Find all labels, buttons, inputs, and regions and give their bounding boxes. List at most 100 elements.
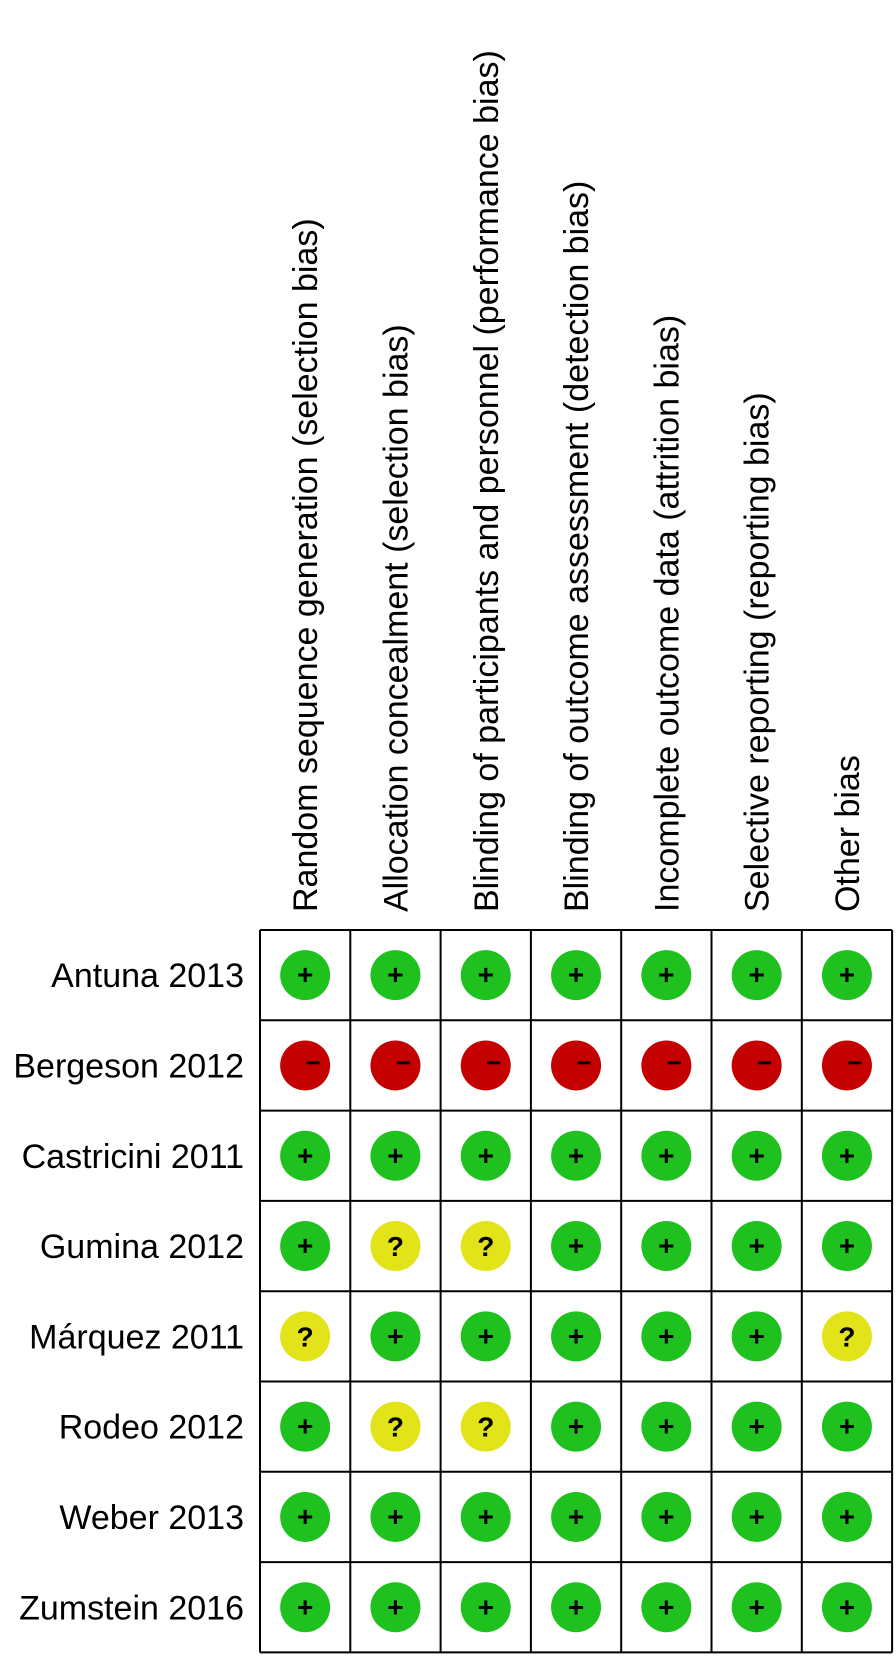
plus-symbol: +: [658, 1140, 674, 1171]
low-risk-circle: [731, 1491, 782, 1542]
plus-symbol: +: [658, 1411, 674, 1442]
plus-symbol: +: [839, 1501, 855, 1532]
plus-symbol: +: [748, 1140, 764, 1171]
low-risk-circle: [821, 1582, 872, 1633]
low-risk-circle: [821, 1491, 872, 1542]
column-labels: Random sequence generation (selection bi…: [287, 50, 867, 912]
low-risk-circle: [821, 1130, 872, 1181]
low-risk-circle: [731, 1221, 782, 1272]
judgement-low: +: [821, 1130, 872, 1181]
plus-symbol: +: [839, 1230, 855, 1261]
column-label: Blinding of outcome assessment (detectio…: [558, 181, 596, 912]
column-label: Incomplete outcome data (attrition bias): [648, 315, 686, 912]
low-risk-circle: [641, 1401, 692, 1452]
plus-symbol: +: [387, 1320, 403, 1351]
minus-symbol: −: [847, 1047, 862, 1077]
plus-symbol: +: [297, 959, 313, 990]
question-symbol: ?: [387, 1231, 404, 1262]
plus-symbol: +: [387, 1140, 403, 1171]
judgement-low: +: [641, 1582, 692, 1633]
column-label: Selective reporting (reporting bias): [739, 392, 777, 912]
plus-symbol: +: [568, 1230, 584, 1261]
judgement-low: +: [641, 1311, 692, 1362]
judgement-high: −: [641, 1040, 692, 1091]
low-risk-circle: [821, 1401, 872, 1452]
judgement-low: +: [731, 950, 782, 1001]
unclear-risk-circle: [370, 1401, 421, 1452]
judgement-low: +: [551, 1582, 602, 1633]
minus-symbol: −: [667, 1047, 682, 1077]
judgement-cells: + + + + + + + − − − − − − − + + + + + + + +?? + + + +? + + + + + ? +?? + +…: [280, 950, 872, 1633]
judgement-low: +: [731, 1311, 782, 1362]
plus-symbol: +: [748, 1320, 764, 1351]
low-risk-circle: [370, 1582, 421, 1633]
low-risk-circle: [280, 1582, 331, 1633]
judgement-low: +: [460, 950, 511, 1001]
judgement-unclear: ?: [460, 1221, 511, 1272]
judgement-high: −: [551, 1040, 602, 1091]
unclear-risk-circle: [280, 1311, 331, 1362]
unclear-risk-circle: [460, 1221, 511, 1272]
plus-symbol: +: [568, 1320, 584, 1351]
judgement-high: −: [370, 1040, 421, 1091]
study-label: Castricini 2011: [22, 1138, 244, 1176]
plus-symbol: +: [658, 1501, 674, 1532]
low-risk-circle: [641, 1491, 692, 1542]
low-risk-circle: [280, 950, 331, 1001]
low-risk-circle: [460, 1311, 511, 1362]
plus-symbol: +: [297, 1140, 313, 1171]
study-label: Antuna 2013: [51, 957, 244, 995]
minus-symbol: −: [486, 1047, 501, 1077]
low-risk-circle: [821, 950, 872, 1001]
low-risk-circle: [460, 1491, 511, 1542]
judgement-high: −: [731, 1040, 782, 1091]
study-label: Márquez 2011: [29, 1318, 244, 1356]
low-risk-circle: [551, 1401, 602, 1452]
study-label: Rodeo 2012: [59, 1409, 244, 1447]
judgement-low: +: [731, 1401, 782, 1452]
study-label: Gumina 2012: [40, 1228, 244, 1266]
judgement-high: −: [280, 1040, 331, 1091]
minus-symbol: −: [757, 1047, 772, 1077]
plus-symbol: +: [568, 1140, 584, 1171]
judgement-low: +: [280, 950, 331, 1001]
low-risk-circle: [460, 1582, 511, 1633]
plus-symbol: +: [297, 1411, 313, 1442]
judgement-low: +: [370, 1582, 421, 1633]
judgement-low: +: [641, 950, 692, 1001]
column-label: Blinding of participants and personnel (…: [468, 50, 506, 912]
judgement-low: +: [731, 1130, 782, 1181]
plus-symbol: +: [658, 1230, 674, 1261]
row-labels: Antuna 2013 Bergeson 2012 Castricini 2011 G…: [13, 957, 244, 1627]
low-risk-circle: [280, 1130, 331, 1181]
judgement-low: +: [641, 1401, 692, 1452]
low-risk-circle: [551, 950, 602, 1001]
judgement-low: +: [641, 1130, 692, 1181]
column-label: Other bias: [829, 755, 867, 912]
judgement-low: +: [370, 1491, 421, 1542]
high-risk-circle: [370, 1040, 421, 1091]
low-risk-circle: [731, 1401, 782, 1452]
question-symbol: ?: [477, 1412, 494, 1443]
plus-symbol: +: [839, 1140, 855, 1171]
high-risk-circle: [821, 1040, 872, 1091]
judgement-unclear: ?: [460, 1401, 511, 1452]
judgement-low: +: [460, 1582, 511, 1633]
plus-symbol: +: [839, 1591, 855, 1622]
judgement-unclear: ?: [821, 1311, 872, 1362]
plus-symbol: +: [387, 959, 403, 990]
question-symbol: ?: [477, 1231, 494, 1262]
unclear-risk-circle: [460, 1401, 511, 1452]
judgement-low: +: [821, 1221, 872, 1272]
low-risk-circle: [641, 1311, 692, 1362]
plus-symbol: +: [839, 959, 855, 990]
low-risk-circle: [370, 950, 421, 1001]
high-risk-circle: [731, 1040, 782, 1091]
judgement-low: +: [731, 1491, 782, 1542]
unclear-risk-circle: [370, 1221, 421, 1272]
judgement-unclear: ?: [370, 1221, 421, 1272]
minus-symbol: −: [396, 1047, 411, 1077]
low-risk-circle: [551, 1130, 602, 1181]
judgement-unclear: ?: [280, 1311, 331, 1362]
plus-symbol: +: [478, 1320, 494, 1351]
